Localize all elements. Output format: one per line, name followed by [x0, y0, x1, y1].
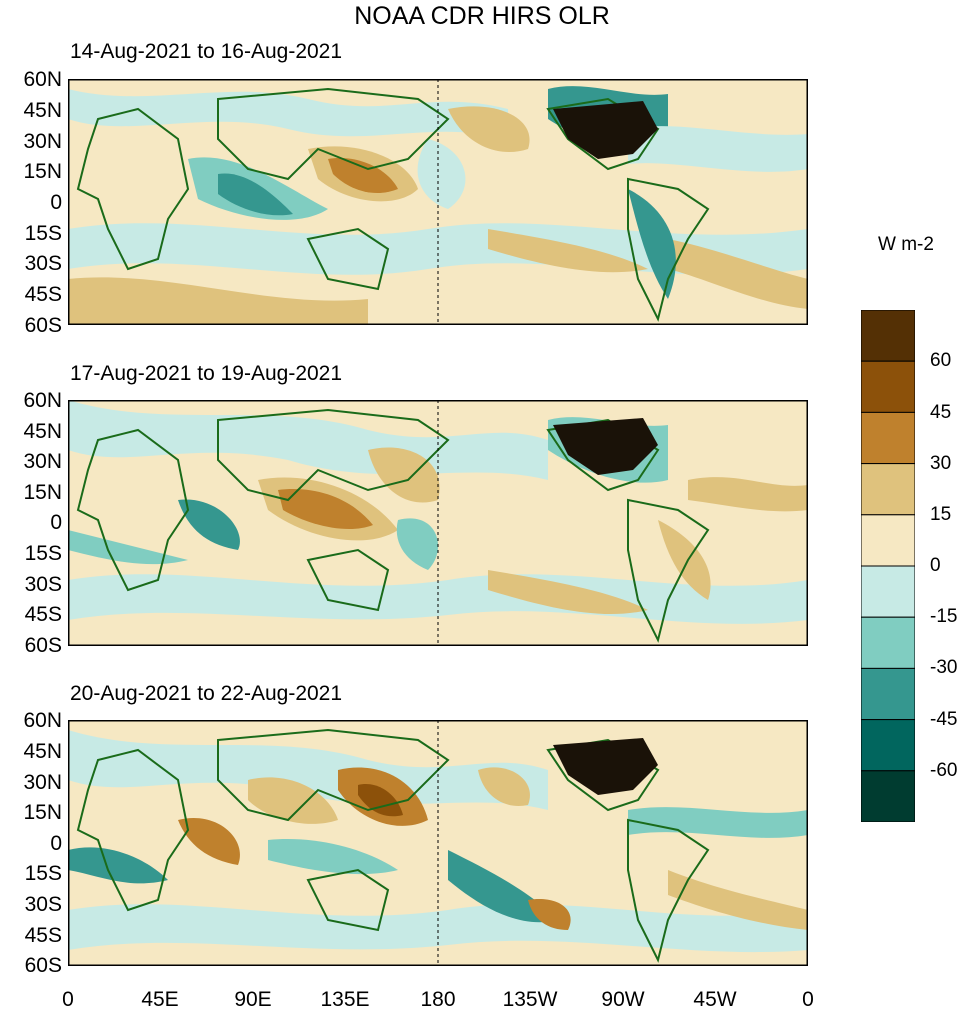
usa-dense-contours-icon [553, 738, 658, 795]
colorbar-label: 60 [930, 350, 952, 371]
colorbar-label: -30 [930, 657, 958, 678]
coastline-overlay [76, 728, 710, 963]
colorbar-label: 0 [930, 555, 941, 576]
lat-label: 0 [50, 511, 62, 534]
map-panel-3 [68, 720, 808, 966]
panel-2-title: 17-Aug-2021 to 19-Aug-2021 [70, 362, 343, 385]
lon-label: 180 [420, 988, 456, 1011]
colorbar-swatch [860, 411, 916, 465]
lon-label: 45W [693, 988, 737, 1011]
olr-anomaly-field [68, 86, 808, 325]
panel-3-title: 20-Aug-2021 to 22-Aug-2021 [70, 682, 343, 705]
lat-label: 45N [23, 740, 62, 763]
map-title: NOAA CDR HIRS OLR [354, 2, 610, 30]
lat-label: 15S [24, 222, 62, 245]
panel-1-title: 14-Aug-2021 to 16-Aug-2021 [70, 40, 343, 63]
usa-dense-contours-icon [553, 418, 658, 475]
lon-label: 45E [141, 988, 179, 1011]
lon-label: 135E [320, 988, 370, 1011]
olr-anomaly-field [68, 730, 808, 953]
colorbar-swatch [860, 719, 916, 772]
lat-label: 60N [23, 709, 62, 732]
lon-label: 90E [234, 988, 272, 1011]
lat-label: 0 [50, 832, 62, 855]
lat-label: 30S [24, 893, 62, 916]
lat-label: 15N [23, 481, 62, 504]
map-panel-2 [68, 400, 808, 646]
lat-label: 60S [24, 954, 62, 977]
lat-label: 0 [50, 191, 62, 214]
lat-label: 45N [23, 99, 62, 122]
lat-label: 15S [24, 862, 62, 885]
lon-label: 0 [802, 988, 814, 1011]
colorbar-swatch [860, 309, 916, 362]
colorbar-swatch [860, 514, 916, 567]
coastline-overlay [76, 87, 710, 322]
map-panel-1 [68, 79, 808, 325]
olr-anomaly-field [68, 400, 808, 624]
usa-dense-contours-icon [553, 101, 658, 159]
lon-label: 135W [502, 988, 558, 1011]
lat-label: 30N [23, 130, 62, 153]
colorbar-label: 45 [930, 402, 952, 423]
colorbar-swatch [860, 360, 916, 413]
lat-label: 30N [23, 450, 62, 473]
lat-label: 30S [24, 573, 62, 596]
lat-label: 30N [23, 771, 62, 794]
lat-label: 15N [23, 801, 62, 824]
lat-label: 60N [23, 68, 62, 91]
lon-label: 90W [601, 988, 645, 1011]
colorbar-label: 15 [930, 504, 952, 525]
colorbar-label: -60 [930, 760, 958, 781]
lat-label: 15S [24, 542, 62, 565]
lat-label: 45S [24, 283, 62, 306]
lat-label: 45N [23, 420, 62, 443]
lat-label: 15N [23, 160, 62, 183]
colorbar-units: W m-2 [878, 234, 934, 255]
colorbar [860, 309, 916, 823]
lat-label: 60S [24, 314, 62, 337]
lat-label: 45S [24, 603, 62, 626]
lat-label: 45S [24, 924, 62, 947]
colorbar-label: 30 [930, 453, 952, 474]
lat-label: 60S [24, 634, 62, 657]
lon-label: 0 [62, 988, 74, 1011]
lat-label: 60N [23, 389, 62, 412]
lat-label: 30S [24, 252, 62, 275]
colorbar-swatch [860, 463, 916, 516]
colorbar-swatch [860, 565, 916, 618]
colorbar-swatch [860, 616, 916, 669]
colorbar-label: -45 [930, 709, 958, 730]
colorbar-swatch [860, 667, 916, 721]
coastline-overlay [76, 408, 710, 643]
colorbar-label: -15 [930, 606, 958, 627]
colorbar-swatch [860, 770, 916, 823]
